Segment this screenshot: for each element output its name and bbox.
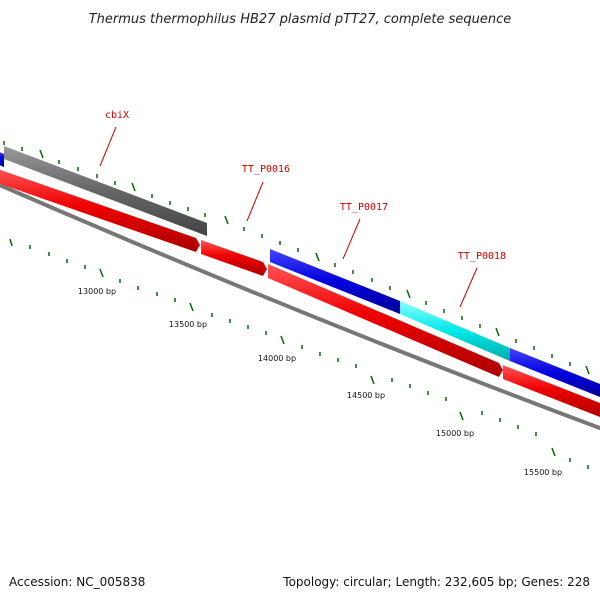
gene-reverse-1-arrow xyxy=(196,238,200,252)
scale-label-15500: 15500 bp xyxy=(524,468,562,477)
gene-reverse-4 xyxy=(503,365,600,418)
scale-label-13000: 13000 bp xyxy=(78,287,116,296)
pointer-tt-p0016 xyxy=(246,181,264,222)
map-title: Thermus thermophilus HB27 plasmid pTT27,… xyxy=(89,12,512,27)
pointer-tt-p0017 xyxy=(342,218,361,260)
gene-label-tt-p0018: TT_P0018 xyxy=(458,251,506,262)
backbone-line xyxy=(0,182,600,431)
gene-cbix xyxy=(4,146,207,236)
gene-reverse-3 xyxy=(268,264,499,377)
gene-forward-edge xyxy=(0,152,4,167)
scale-label-14500: 14500 bp xyxy=(347,391,385,400)
gene-label-pointers xyxy=(99,126,478,308)
accession-text: Accession: NC_005838 xyxy=(9,575,145,589)
gene-reverse-3-arrow xyxy=(499,363,503,377)
upper-tick-row xyxy=(3,141,590,375)
gene-forward-right xyxy=(510,348,600,397)
gene-reverse-1 xyxy=(0,169,196,252)
scale-label-15000: 15000 bp xyxy=(436,429,474,438)
pointer-cbix xyxy=(99,126,117,167)
gene-label-cbix: cbiX xyxy=(105,110,129,121)
gene-label-tt-p0017: TT_P0017 xyxy=(340,202,388,213)
genome-summary-text: Topology: circular; Length: 232,605 bp; … xyxy=(282,575,590,589)
pointer-tt-p0018 xyxy=(459,267,478,308)
scale-label-14000: 14000 bp xyxy=(258,354,296,363)
gene-tt-p0016 xyxy=(201,240,263,276)
gene-tt-p0018 xyxy=(400,301,510,361)
scale-label-13500: 13500 bp xyxy=(169,320,207,329)
gene-label-tt-p0016: TT_P0016 xyxy=(242,164,290,175)
lower-tick-row xyxy=(9,238,589,469)
gene-tt-p0017 xyxy=(270,249,400,314)
gene-tt-p0016-arrow xyxy=(263,262,267,276)
